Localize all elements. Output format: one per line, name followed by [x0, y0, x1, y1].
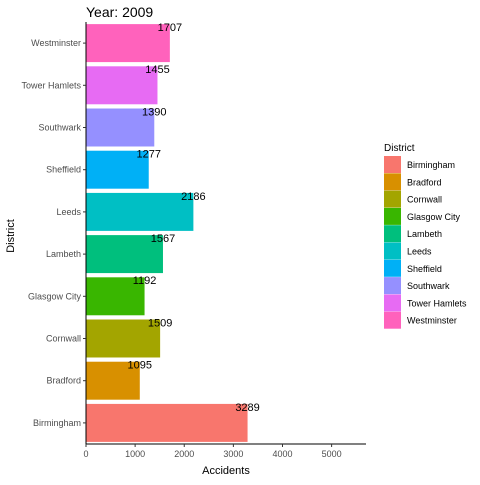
legend-key-birmingham [384, 156, 401, 173]
bar-leeds [86, 192, 194, 231]
x-axis-ticks: 0 1000 2000 3000 4000 5000 [83, 444, 342, 459]
bar-value-label-sheffield: 1277 [136, 149, 160, 161]
bar-glasgow-city [86, 277, 145, 316]
legend-label-leeds: Leeds [407, 247, 432, 257]
legend-key-leeds [384, 242, 401, 260]
legend-key-sheffield [384, 259, 401, 277]
bar-westminster [86, 24, 170, 63]
legend-key-westminster [384, 311, 401, 329]
x-tick-label-5000: 5000 [322, 449, 342, 459]
x-tick-label-0: 0 [83, 449, 88, 459]
legend-label-westminster: Westminster [407, 316, 457, 326]
y-tick-label-cornwall: Cornwall [46, 334, 81, 344]
legend-items: Birmingham Bradford Cornwall Glasgow City La… [384, 156, 467, 329]
legend-label-cornwall: Cornwall [407, 195, 442, 205]
bar-value-label-glasgow-city: 1192 [133, 275, 157, 287]
legend-label-glasgow-city: Glasgow City [407, 212, 461, 222]
bar-value-label-cornwall: 1509 [148, 317, 172, 329]
bar-southwark [86, 108, 155, 147]
chart-title: Year: 2009 [86, 4, 153, 20]
y-tick-label-sheffield: Sheffield [46, 165, 81, 175]
bar-cornwall [86, 319, 161, 358]
x-tick-label-3000: 3000 [223, 449, 243, 459]
bar-value-label-southwark: 1390 [142, 106, 166, 118]
bar-value-label-tower-hamlets: 1455 [145, 64, 169, 76]
y-tick-label-leeds: Leeds [56, 207, 81, 217]
legend-key-tower-hamlets [384, 294, 401, 312]
legend-label-lambeth: Lambeth [407, 229, 442, 239]
bar-birmingham [86, 403, 248, 442]
x-axis-title: Accidents [202, 465, 250, 477]
y-axis-ticks: Birmingham Bradford Cornwall Glasgow City La… [21, 38, 86, 428]
bar-labels-layer: 3289 1095 1509 1192 1567 2186 1277 1390 1455 1707 [128, 22, 260, 414]
legend-key-glasgow-city [384, 207, 401, 225]
bar-bradford [86, 361, 140, 400]
legend-key-lambeth [384, 225, 401, 243]
legend-key-cornwall [384, 190, 401, 208]
bar-sheffield [86, 150, 149, 189]
y-tick-label-tower-hamlets: Tower Hamlets [21, 80, 81, 90]
legend-key-southwark [384, 277, 401, 295]
x-tick-label-1000: 1000 [125, 449, 145, 459]
legend-title: District [384, 143, 415, 154]
bar-value-label-lambeth: 1567 [151, 233, 175, 245]
legend-label-birmingham: Birmingham [407, 160, 455, 170]
y-tick-label-lambeth: Lambeth [46, 249, 81, 259]
bar-lambeth [86, 235, 163, 274]
bars-layer [86, 24, 248, 442]
legend: District Birmingham Bradford Cornwall Glasg… [384, 143, 467, 329]
bar-value-label-leeds: 2186 [181, 191, 205, 203]
bar-tower-hamlets [86, 66, 158, 105]
y-tick-label-southwark: Southwark [38, 123, 81, 133]
legend-label-sheffield: Sheffield [407, 264, 442, 274]
y-tick-label-birmingham: Birmingham [33, 418, 81, 428]
legend-label-southwark: Southwark [407, 281, 450, 291]
y-tick-label-westminster: Westminster [31, 38, 81, 48]
legend-key-bradford [384, 173, 401, 191]
bar-value-label-bradford: 1095 [128, 360, 152, 372]
legend-label-tower-hamlets: Tower Hamlets [407, 298, 467, 308]
y-axis-title: District [5, 219, 17, 253]
x-tick-label-2000: 2000 [174, 449, 194, 459]
y-tick-label-bradford: Bradford [46, 376, 81, 386]
bar-value-label-birmingham: 3289 [235, 402, 259, 414]
bar-value-label-westminster: 1707 [158, 22, 182, 34]
x-tick-label-4000: 4000 [272, 449, 292, 459]
legend-label-bradford: Bradford [407, 177, 442, 187]
y-tick-label-glasgow-city: Glasgow City [28, 291, 82, 301]
